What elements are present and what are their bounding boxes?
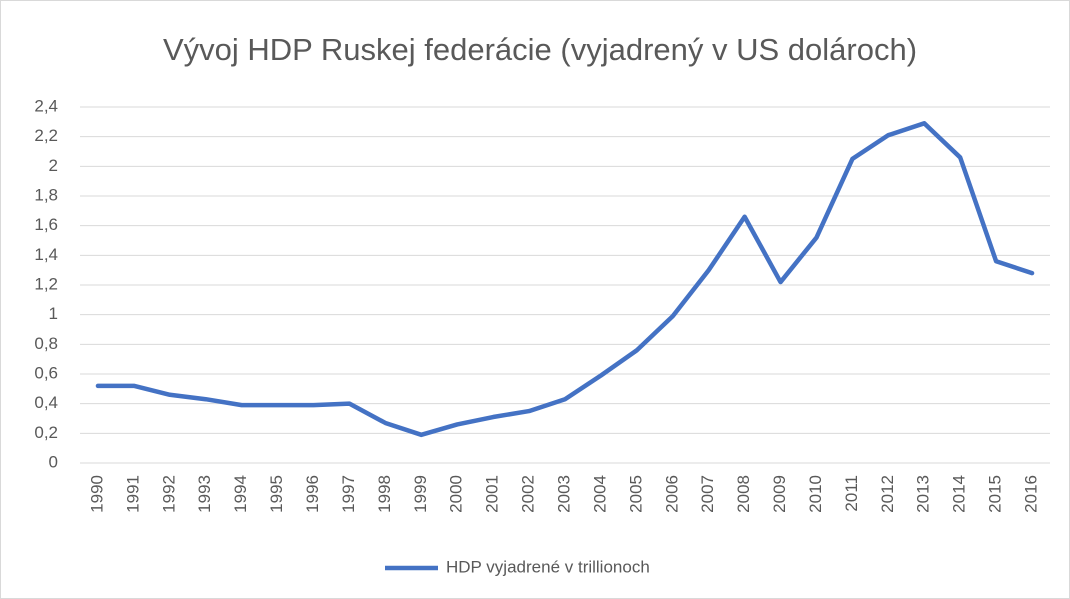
- x-tick-label: 2012: [878, 475, 897, 513]
- x-tick-label: 2015: [986, 475, 1005, 513]
- x-tick-label: 2002: [519, 475, 538, 513]
- x-tick-label: 2013: [914, 475, 933, 513]
- x-tick-label: 2004: [590, 475, 609, 513]
- y-tick-label: 1,6: [34, 215, 58, 234]
- x-tick-label: 2008: [734, 475, 753, 513]
- y-tick-label: 0: [49, 452, 58, 471]
- x-tick-label: 1992: [159, 475, 178, 513]
- y-tick-label: 1,4: [34, 245, 58, 264]
- y-tick-label: 0,4: [34, 393, 58, 412]
- y-tick-label: 0,6: [34, 363, 58, 382]
- x-tick-label: 1998: [375, 475, 394, 513]
- x-tick-label: 1997: [339, 475, 358, 513]
- y-tick-label: 0,8: [34, 334, 58, 353]
- y-tick-label: 1,8: [34, 185, 58, 204]
- legend-label: HDP vyjadrené v trillionoch: [446, 557, 650, 576]
- x-tick-label: 2009: [770, 475, 789, 513]
- x-tick-label: 2000: [447, 475, 466, 513]
- y-tick-label: 0,2: [34, 423, 58, 442]
- chart-title: Vývoj HDP Ruskej federácie (vyjadrený v …: [163, 32, 917, 67]
- x-tick-label: 1991: [123, 475, 142, 513]
- x-tick-label: 2016: [1022, 475, 1041, 513]
- x-tick-label: 1996: [303, 475, 322, 513]
- data-line: [95, 121, 1035, 438]
- x-tick-label: 2010: [806, 475, 825, 513]
- x-tick-label: 1990: [87, 475, 106, 513]
- x-tick-label: 2011: [842, 475, 861, 512]
- x-tick-label: 2006: [662, 475, 681, 513]
- x-tick-label: 2007: [698, 475, 717, 513]
- x-tick-label: 2003: [554, 475, 573, 513]
- x-tick-label: 1995: [267, 475, 286, 513]
- x-tick-label: 2014: [950, 475, 969, 513]
- x-tick-label: 2001: [483, 475, 502, 513]
- y-tick-label: 2,4: [34, 96, 58, 115]
- y-tick-label: 2: [49, 156, 58, 175]
- y-tick-label: 1: [49, 304, 58, 323]
- x-tick-label: 1993: [195, 475, 214, 513]
- y-tick-label: 1,2: [34, 274, 58, 293]
- x-tick-label: 1999: [411, 475, 430, 513]
- x-tick-label: 2005: [626, 475, 645, 513]
- y-tick-label: 2,2: [34, 126, 58, 145]
- x-tick-label: 1994: [231, 475, 250, 513]
